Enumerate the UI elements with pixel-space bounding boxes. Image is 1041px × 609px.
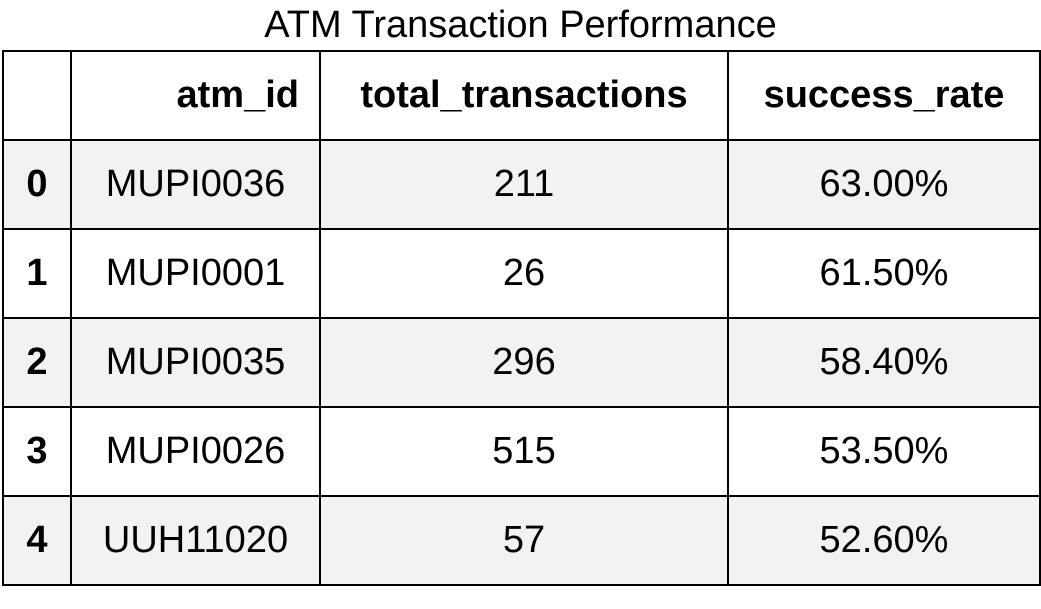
success-rate-cell: 53.50% (727, 406, 1041, 497)
row-index: 4 (2, 495, 72, 586)
atm-id-cell: UUH11020 (70, 495, 321, 586)
table-row: 1 MUPI0001 26 61.50% (2, 228, 1041, 319)
success-rate-cell: 52.60% (727, 495, 1041, 586)
table-title: ATM Transaction Performance (264, 4, 777, 46)
total-transactions-cell: 211 (319, 139, 729, 230)
atm-id-cell: MUPI0036 (70, 139, 321, 230)
row-index: 1 (2, 228, 72, 319)
atm-id-cell: MUPI0001 (70, 228, 321, 319)
success-rate-cell: 63.00% (727, 139, 1041, 230)
total-transactions-cell: 296 (319, 317, 729, 408)
table-row: 4 UUH11020 57 52.60% (2, 495, 1041, 586)
header-row: atm_id total_transactions success_rate (2, 50, 1041, 141)
row-index: 0 (2, 139, 72, 230)
row-index: 3 (2, 406, 72, 497)
column-header-success-rate: success_rate (727, 50, 1041, 141)
table-row: 2 MUPI0035 296 58.40% (2, 317, 1041, 408)
success-rate-cell: 58.40% (727, 317, 1041, 408)
data-table: atm_id total_transactions success_rate 0… (2, 50, 1041, 586)
row-index: 2 (2, 317, 72, 408)
total-transactions-cell: 26 (319, 228, 729, 319)
atm-id-cell: MUPI0035 (70, 317, 321, 408)
total-transactions-cell: 57 (319, 495, 729, 586)
column-header-atm-id: atm_id (70, 50, 321, 141)
atm-id-cell: MUPI0026 (70, 406, 321, 497)
total-transactions-cell: 515 (319, 406, 729, 497)
table-row: 0 MUPI0036 211 63.00% (2, 139, 1041, 230)
column-header-total-transactions: total_transactions (319, 50, 729, 141)
column-header-index (2, 50, 72, 141)
table-row: 3 MUPI0026 515 53.50% (2, 406, 1041, 497)
success-rate-cell: 61.50% (727, 228, 1041, 319)
